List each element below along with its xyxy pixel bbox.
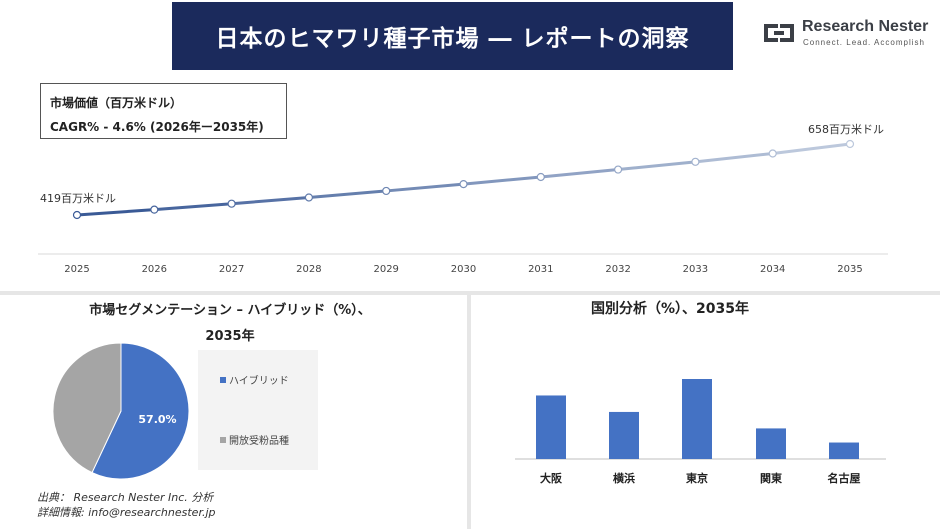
data-point	[227, 199, 236, 208]
bar-4	[829, 442, 859, 459]
line-segment	[384, 182, 465, 193]
legend-label-open-pollinated: 開放受粉品種	[229, 436, 289, 447]
bar-1	[609, 411, 639, 459]
line-segment	[771, 142, 852, 156]
pie-slice-hybrid	[91, 342, 190, 480]
x-tick-label: 2031	[528, 264, 553, 275]
x-tick-label: 2033	[683, 264, 708, 275]
x-tick-label: 2028	[296, 264, 321, 275]
legend-item-open-pollinated: 開放受粉品種	[220, 432, 289, 447]
market-value-label: 市場価値（百万米ドル）	[50, 96, 183, 110]
data-point	[845, 139, 855, 149]
report-title: 日本のヒマワリ種子市場 ― レポートの洞察	[172, 2, 733, 70]
segmentation-title: 市場セグメンテーション – ハイブリッド（%）、 2035年	[40, 298, 420, 350]
bar-2	[682, 379, 712, 459]
line-segment	[539, 168, 620, 179]
segmentation-title-line2: 2035年	[205, 329, 255, 344]
line-segment	[616, 160, 697, 172]
logo-mark-icon	[764, 24, 794, 42]
x-tick-label: 2034	[760, 264, 785, 275]
data-point	[72, 210, 82, 220]
pie-slice-open-pollinated	[52, 342, 122, 474]
source-note: 出典： Research Nester Inc. 分析 詳細情報: info@r…	[37, 490, 216, 520]
x-tick-label: 2029	[373, 264, 398, 275]
x-tick-label: 2026	[142, 264, 167, 275]
data-point	[613, 165, 623, 174]
legend-swatch-hybrid	[220, 376, 226, 383]
pie-legend: ハイブリッド 開放受粉品種	[198, 350, 318, 470]
start-value-label: 419百万米ドル	[40, 192, 116, 205]
data-point	[382, 186, 391, 196]
country-bar-chart: 大阪 横浜 東京 関東 名古屋	[515, 379, 886, 485]
data-point	[459, 180, 468, 189]
segmentation-pie-chart: 57.0%	[52, 342, 190, 480]
pie-data-label: 57.0%	[138, 413, 176, 426]
line-segment	[462, 175, 543, 186]
logo-tagline: Connect. Lead. Accomplish	[803, 38, 925, 47]
cagr-label: CAGR% - 4.6% (2026年ー2035年)	[50, 120, 264, 134]
bar-category-label: 関東	[760, 471, 783, 485]
line-segment	[75, 208, 156, 217]
end-value-label: 658百万米ドル	[808, 123, 884, 136]
x-tick-label: 2035	[837, 264, 862, 275]
market-info-box: 市場価値（百万米ドル） CAGR% - 4.6% (2026年ー2035年)	[40, 83, 287, 139]
market-value-line-chart: 2025 2026 2027 2028 2029 2030 2031 2032 2033 2034…	[38, 123, 888, 275]
data-point	[691, 157, 700, 166]
bar-category-label: 東京	[686, 471, 708, 485]
data-point	[304, 193, 313, 202]
panel-divider	[467, 295, 471, 529]
country-analysis-title: 国別分析（%）、2035年	[591, 301, 749, 317]
data-point	[768, 149, 777, 158]
legend-item-hybrid: ハイブリッド	[220, 372, 289, 387]
section-divider	[0, 291, 940, 295]
bar-3	[756, 428, 786, 459]
research-nester-logo: Research Nester Connect. Lead. Accomplis…	[760, 18, 930, 52]
x-tick-label: 2027	[219, 264, 244, 275]
details-text: 詳細情報: info@researchnester.jp	[37, 506, 216, 519]
x-tick-label: 2032	[605, 264, 630, 275]
segmentation-title-line1: 市場セグメンテーション – ハイブリッド（%）、	[89, 303, 371, 318]
legend-swatch-open-pollinated	[220, 436, 226, 443]
bar-category-label: 名古屋	[828, 471, 861, 485]
line-segment	[693, 152, 775, 164]
line-segment	[230, 195, 311, 206]
data-point	[536, 172, 545, 182]
line-segment	[307, 189, 388, 199]
bar-category-label: 横浜	[613, 471, 635, 485]
data-point	[150, 205, 159, 214]
bar-0	[536, 395, 566, 459]
legend-label-hybrid: ハイブリッド	[229, 376, 289, 387]
bar-category-label: 大阪	[540, 471, 563, 485]
x-tick-label: 2030	[451, 264, 476, 275]
line-segment	[152, 202, 234, 212]
source-text: 出典： Research Nester Inc. 分析	[37, 491, 214, 504]
logo-name: Research Nester	[802, 18, 929, 35]
x-tick-label: 2025	[64, 264, 89, 275]
